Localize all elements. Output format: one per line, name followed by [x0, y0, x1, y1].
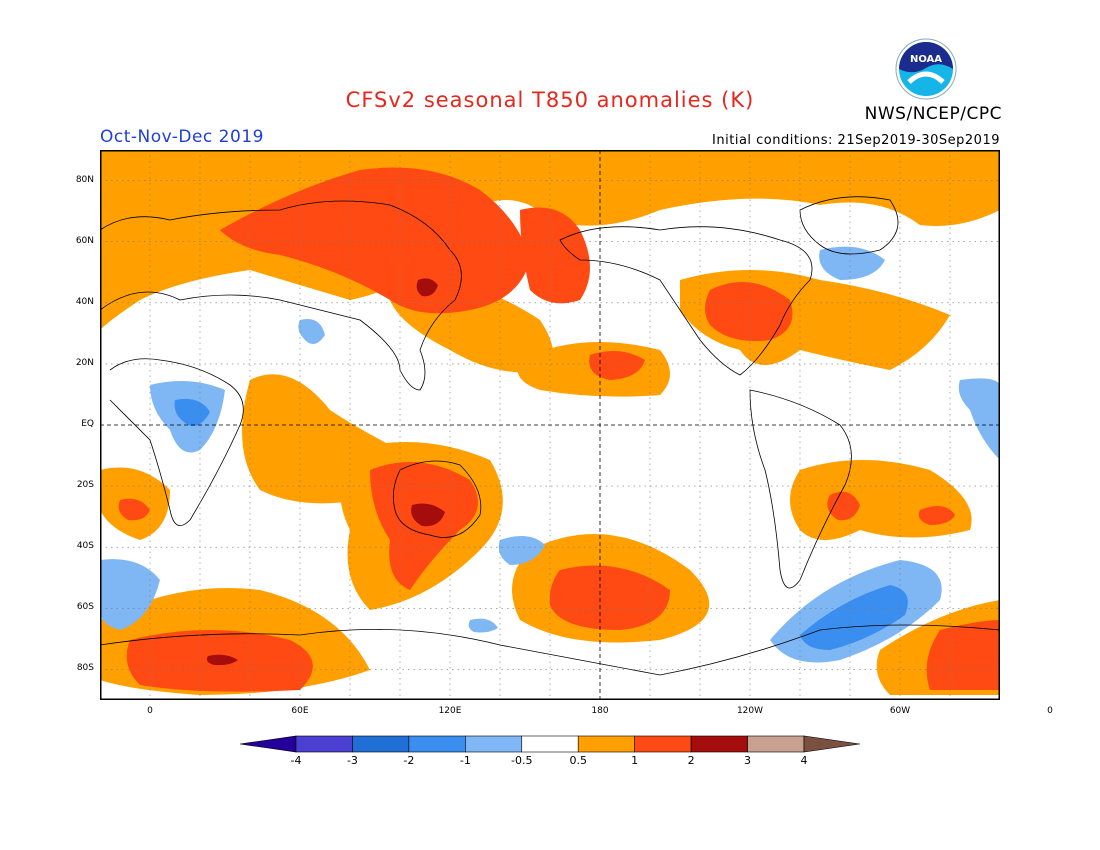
atlantic-lightblue — [819, 246, 885, 280]
lat-label-80S: 80S — [76, 663, 94, 674]
anomaly-blue-layer — [174, 398, 908, 650]
ross-sea-lightblue — [468, 618, 498, 633]
colorbar-max-arrow — [803, 735, 860, 753]
lat-label-60S: 60S — [76, 602, 94, 613]
anomaly-map — [100, 150, 1000, 700]
lat-label-80N: 80N — [75, 174, 94, 185]
colorbar-label-0: -4 — [290, 754, 302, 767]
coast-africa — [109, 358, 244, 527]
colorbar-swatch-0 — [295, 735, 353, 753]
colorbar-swatch-2 — [408, 735, 466, 753]
noaa-logo-icon: NOAA — [895, 38, 957, 100]
colorbar-label-5: 0.5 — [569, 754, 587, 767]
antarctica-red-east — [926, 620, 1000, 690]
noaa-logo-text: NOAA — [910, 54, 942, 65]
colorbar-label-2: -2 — [403, 754, 415, 767]
period-label: Oct-Nov-Dec 2019 — [100, 127, 264, 147]
east-asia-darkred — [416, 278, 438, 297]
coast-eurasia — [100, 200, 462, 391]
south-atlantic-red — [827, 491, 860, 521]
colorbar-label-8: 3 — [744, 754, 752, 767]
coastlines — [100, 196, 1000, 676]
lon-label-0-0: 0 — [147, 706, 153, 716]
lon-label-0-6: 0 — [1047, 706, 1053, 716]
bering-red — [520, 207, 590, 304]
coast-north-america — [559, 226, 813, 376]
coast-greenland — [799, 196, 899, 255]
colorbar-swatch-4 — [521, 735, 579, 753]
tibet-lightblue — [298, 319, 325, 344]
colorbar — [240, 735, 860, 753]
east-atlantic-red — [918, 506, 955, 525]
new-zealand-lightblue — [498, 536, 545, 565]
south-pacific-red — [549, 565, 670, 630]
colorbar-swatch-8 — [747, 735, 805, 753]
colorbar-swatch-7 — [690, 735, 748, 753]
us-red — [705, 282, 793, 341]
coast-antarctica — [100, 624, 1000, 676]
map-frame — [100, 150, 1000, 700]
anomaly-darkred-layer — [206, 278, 445, 666]
colorbar-label-7: 2 — [687, 754, 695, 767]
colorbar-swatch-3 — [465, 735, 523, 753]
southern-ocean-lightblue-west — [100, 559, 160, 630]
lon-label-60W-5: 60W — [889, 706, 911, 716]
colorbar-swatch-5 — [577, 735, 635, 753]
colorbar-swatch-1 — [352, 735, 410, 753]
reference-lines — [100, 150, 1000, 700]
antarctica-darkred — [206, 654, 238, 666]
lat-label-40S: 40S — [76, 541, 94, 552]
colorbar-swatch-6 — [634, 735, 692, 753]
south-indian-red — [118, 498, 150, 521]
colorbar-label-6: 1 — [631, 754, 639, 767]
lon-label-120E-2: 120E — [438, 706, 462, 716]
initial-conditions-label: Initial conditions: 21Sep2019-30Sep2019 — [712, 133, 1000, 148]
coast-australia — [392, 460, 482, 538]
lat-label-20N: 20N — [75, 357, 94, 368]
siberia-red — [220, 167, 530, 314]
colorbar-min-arrow — [240, 735, 297, 753]
lon-label-120W-4: 120W — [736, 706, 764, 716]
lon-label-180-3: 180 — [591, 706, 609, 716]
agency-label: NWS/NCEP/CPC — [864, 104, 1002, 124]
anomaly-red-layer — [118, 167, 1000, 692]
drake-passage-blue — [800, 585, 908, 650]
west-africa-lightblue — [958, 378, 1000, 460]
lat-label-20S: 20S — [76, 480, 94, 491]
lat-label-EQ: EQ — [81, 419, 94, 429]
lat-label-40N: 40N — [75, 296, 94, 307]
australia-darkred — [411, 503, 445, 527]
chart-title: CFSv2 seasonal T850 anomalies (K) — [345, 88, 755, 112]
east-africa-blue — [174, 398, 210, 427]
colorbar-label-3: -1 — [459, 754, 471, 767]
colorbar-label-4: -0.5 — [511, 754, 533, 767]
hawaii-red — [589, 351, 645, 380]
colorbar-label-9: 4 — [800, 754, 808, 767]
lat-label-60N: 60N — [75, 235, 94, 246]
colorbar-label-1: -3 — [346, 754, 358, 767]
lon-label-60E-1: 60E — [291, 706, 309, 716]
